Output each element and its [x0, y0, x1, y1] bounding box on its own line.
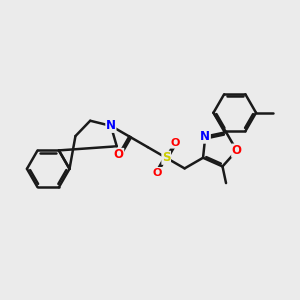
- Text: O: O: [114, 148, 124, 161]
- Text: O: O: [170, 138, 179, 148]
- Text: O: O: [153, 167, 162, 178]
- Text: N: N: [106, 119, 116, 132]
- Text: S: S: [162, 151, 170, 164]
- Text: O: O: [232, 144, 242, 157]
- Text: N: N: [200, 130, 210, 143]
